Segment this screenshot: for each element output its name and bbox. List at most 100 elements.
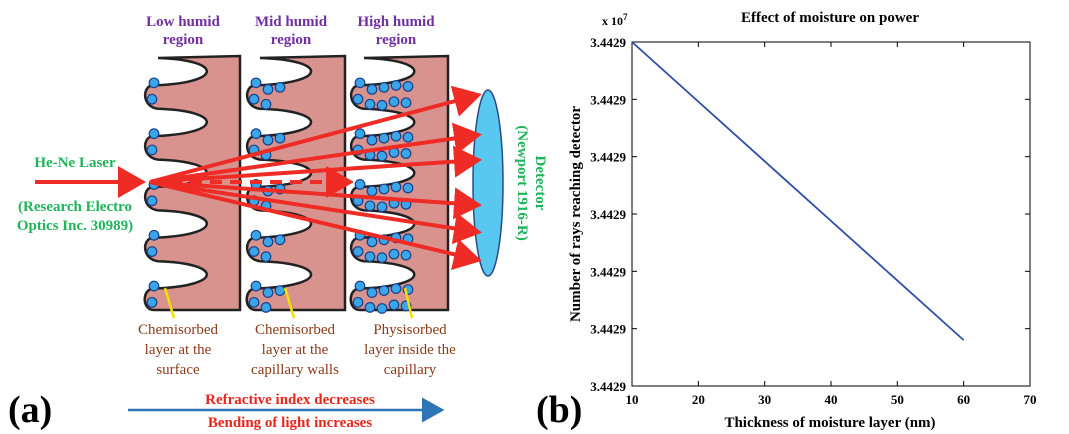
caption-mid-1: Chemisorbed (255, 322, 335, 338)
water-droplet (352, 246, 364, 257)
water-droplet (146, 195, 158, 207)
water-droplet (366, 185, 378, 197)
laser-maker-1: (Research Electro (18, 199, 132, 215)
water-droplet (248, 93, 260, 105)
beam-up-1 (149, 85, 482, 184)
bending-text: Bending of light increases (208, 415, 372, 431)
water-droplet (366, 83, 378, 95)
water-droplet (402, 131, 414, 143)
water-droplet (364, 98, 376, 110)
water-droplet (402, 80, 414, 92)
water-droplet (250, 77, 262, 89)
water-droplet (250, 280, 262, 292)
water-droplet (148, 128, 160, 140)
y-scale-exponent: 7 (623, 12, 628, 22)
beam-up-2 (149, 122, 482, 184)
water-droplet (148, 280, 160, 292)
detector-label-2: (Newport 1916-R) (514, 125, 530, 240)
water-droplet (274, 81, 286, 93)
region-high-title-1: High humid (357, 14, 435, 30)
region-low-title-2: region (163, 32, 204, 48)
water-droplet (390, 283, 402, 295)
caption-high-3: capillary (384, 362, 437, 378)
y-tick-label: 3.4429 (590, 92, 626, 107)
caption-mid-2: layer at the (262, 342, 329, 358)
y-tick-label: 3.4429 (590, 322, 626, 337)
water-droplet (364, 251, 376, 263)
water-droplet (400, 148, 412, 159)
water-droplet (262, 287, 274, 299)
water-droplet (388, 299, 400, 311)
caption-high-2: layer inside the (364, 342, 456, 358)
series-line (631, 41, 965, 341)
water-droplet (248, 246, 260, 257)
plot-area: 10 20 30 40 50 60 70 3.4429 3.4429 3.4429 3.4429 3.… (590, 35, 1036, 407)
x-tick-label: 50 (891, 392, 904, 407)
laser-maker-2: Optics Inc. 30989) (17, 218, 133, 234)
pointer-mid (283, 287, 296, 319)
beam-mid-up (149, 145, 482, 184)
panel-b-chart: (b) Effect of moisture on power x 107 10… (536, 10, 1037, 431)
water-droplet (378, 183, 390, 195)
water-droplet (364, 302, 376, 313)
region-low-title-1: Low humid (146, 14, 220, 30)
x-tick-label: 70 (1024, 392, 1037, 407)
water-droplet (250, 128, 262, 140)
x-tick-label: 40 (825, 392, 838, 407)
water-droplet (400, 249, 412, 261)
y-tick-label: 3.4429 (590, 264, 626, 279)
water-droplet (248, 296, 260, 308)
x-tick-label: 60 (957, 392, 970, 407)
water-droplet (260, 302, 272, 313)
panel-b-label: (b) (536, 389, 582, 431)
y-tick-label: 3.4429 (590, 150, 626, 165)
water-droplet (250, 229, 262, 241)
water-droplet (260, 98, 272, 110)
laser-name: He-Ne Laser (34, 155, 116, 171)
laser-beams (35, 85, 482, 271)
x-tick-label: 10 (626, 392, 639, 407)
caption-pointers (163, 287, 414, 319)
caption-mid-3: capillary walls (251, 362, 339, 378)
water-droplet (390, 181, 402, 193)
caption-low-3: surface (156, 362, 200, 378)
water-droplet (364, 200, 376, 212)
panel-a-diagram: Low humid region Mid humid region High h… (8, 14, 548, 431)
y-scale-base: x 10 (602, 14, 623, 28)
water-droplet (376, 99, 388, 111)
water-droplet (390, 79, 402, 91)
water-droplet (388, 96, 400, 108)
water-droplet (390, 130, 402, 142)
y-tick-label: 3.4429 (590, 35, 626, 50)
beam-down-1 (149, 180, 482, 220)
x-tick-label: 20 (692, 392, 705, 407)
detector-label-1: Detector (532, 156, 548, 211)
water-droplet (378, 285, 390, 297)
panel-a-label: (a) (8, 389, 52, 431)
water-droplet (146, 296, 158, 308)
caption-low-2: layer at the (145, 342, 212, 358)
caption-high-1: Physisorbed (373, 322, 447, 338)
y-tick-label: 3.4429 (590, 379, 626, 394)
beam-down-2 (149, 180, 482, 245)
water-droplet (366, 236, 378, 248)
refractive-text: Refractive index decreases (205, 392, 375, 408)
water-droplet (262, 134, 274, 146)
water-droplet (400, 97, 412, 109)
water-droplet (366, 287, 378, 299)
beam-down-3 (149, 180, 482, 271)
water-droplet (376, 303, 388, 314)
water-droplet (146, 246, 158, 257)
water-droplet (352, 93, 364, 105)
water-droplet (274, 285, 286, 297)
water-droplet (376, 252, 388, 264)
detector-lens (472, 89, 504, 277)
water-droplet (260, 251, 272, 263)
water-droplet (378, 132, 390, 144)
water-droplet (366, 134, 378, 146)
water-droplet (376, 201, 388, 213)
water-droplet (262, 236, 274, 248)
water-droplet (354, 128, 366, 140)
water-droplet (352, 296, 364, 308)
water-droplet (146, 93, 158, 105)
